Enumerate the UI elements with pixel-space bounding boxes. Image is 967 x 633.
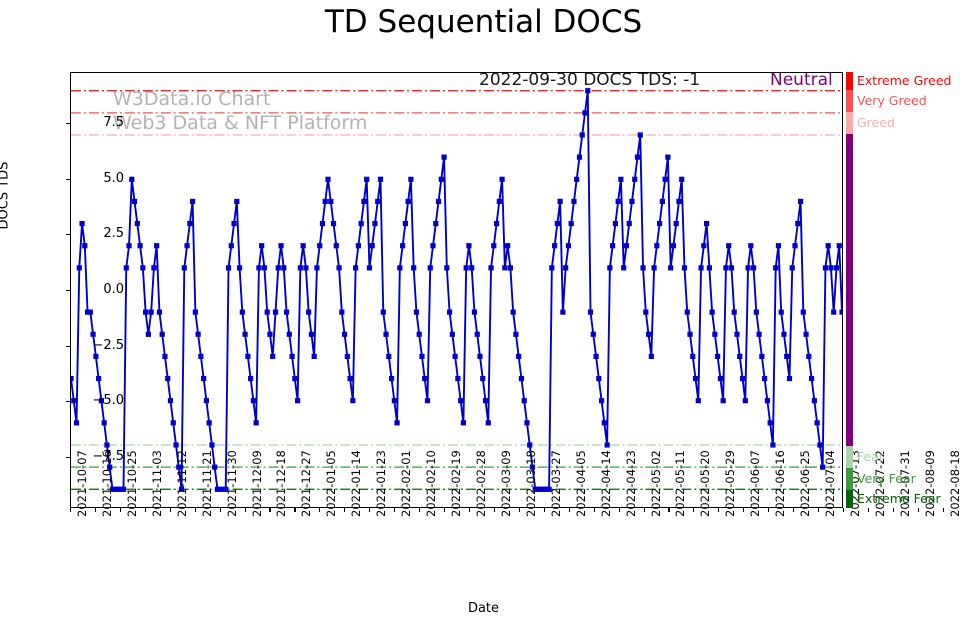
series-canvas — [71, 88, 842, 492]
x-tick-mark — [169, 508, 171, 512]
x-tick-mark — [94, 508, 97, 512]
y-tick-mark — [66, 178, 70, 180]
x-tick-mark — [818, 508, 820, 512]
series-markers — [71, 88, 842, 492]
x-tick-mark — [743, 508, 745, 512]
x-tick-mark — [219, 508, 221, 512]
x-tick-mark — [693, 508, 695, 512]
y-tick-mark — [66, 234, 70, 236]
y-tick-mark — [66, 290, 70, 292]
colorbar-segment — [846, 490, 853, 508]
colorbar-segment — [846, 112, 853, 135]
x-tick-mark — [867, 508, 870, 512]
x-tick-mark — [892, 508, 894, 512]
y-tick-mark — [66, 345, 70, 347]
x-tick-mark — [70, 508, 72, 512]
colorbar-segment — [846, 72, 853, 90]
x-axis-label: Date — [467, 601, 500, 616]
x-tick-mark — [917, 508, 919, 512]
x-tick-mark — [119, 508, 121, 512]
y-tick-label: 5.0 — [103, 170, 124, 186]
x-tick-mark — [668, 508, 670, 512]
x-tick-mark — [518, 508, 520, 512]
plot-area — [70, 72, 843, 508]
annotation-value: 2022-09-30 DOCS TDS: -1 — [479, 70, 701, 90]
y-tick-label: 2.5 — [103, 226, 124, 242]
x-tick-mark — [394, 508, 396, 512]
chart-title: TD Sequential DOCS — [324, 4, 643, 40]
zone-label: Extreme Greed — [857, 72, 952, 88]
x-tick-mark — [269, 508, 271, 512]
x-tick-mark — [344, 508, 346, 512]
y-axis-label: DOCS TDS — [0, 161, 12, 230]
y-tick-label: 7.5 — [103, 115, 124, 131]
x-tick-mark — [618, 508, 620, 512]
x-tick-mark — [194, 508, 196, 512]
y-tick-mark — [66, 401, 70, 403]
y-tick-mark — [66, 123, 70, 125]
colorbar-segment — [846, 89, 853, 113]
x-tick-mark — [942, 508, 944, 512]
y-tick-mark — [66, 456, 70, 458]
x-tick-mark — [294, 508, 296, 512]
y-tick-label: 0.0 — [103, 282, 124, 297]
x-tick-mark — [543, 508, 545, 512]
watermark-secondary: Web3 Data & NFT Platform — [113, 112, 368, 134]
x-tick-mark — [593, 508, 595, 512]
y-tick-label: −5.0 — [92, 393, 124, 409]
x-tick-mark — [768, 508, 770, 512]
annotation-zone: Neutral — [770, 70, 833, 90]
x-tick-mark — [793, 508, 795, 512]
x-tick-mark — [568, 508, 570, 512]
x-tick-mark — [444, 508, 446, 512]
x-tick-mark — [244, 508, 246, 512]
x-tick-mark — [718, 508, 720, 512]
x-tick-mark — [493, 508, 495, 512]
series-line — [71, 89, 842, 491]
zone-label: Very Greed — [857, 92, 927, 108]
y-tick-label: −7.5 — [92, 448, 124, 464]
x-tick-mark — [643, 508, 645, 512]
colorbar-segment — [846, 445, 853, 468]
colorbar-segment — [846, 467, 853, 491]
x-tick-label: 2022-08-18 — [947, 450, 962, 517]
zone-label: Extreme Fear — [857, 491, 941, 507]
x-tick-mark — [843, 508, 845, 512]
colorbar-segment-neutral — [846, 134, 853, 446]
x-tick-mark — [468, 508, 471, 512]
x-tick-mark — [144, 508, 146, 512]
x-tick-mark — [419, 508, 421, 512]
watermark-primary: W3Data.io Chart — [113, 88, 271, 110]
y-tick-label: −2.5 — [92, 337, 124, 353]
zone-label: Greed — [857, 115, 895, 131]
x-tick-label: 2022-08-09 — [922, 450, 937, 517]
x-tick-mark — [319, 508, 321, 512]
zone-label: Very Fear — [857, 471, 916, 487]
zone-label: Fear — [857, 448, 884, 464]
x-tick-mark — [369, 508, 371, 512]
